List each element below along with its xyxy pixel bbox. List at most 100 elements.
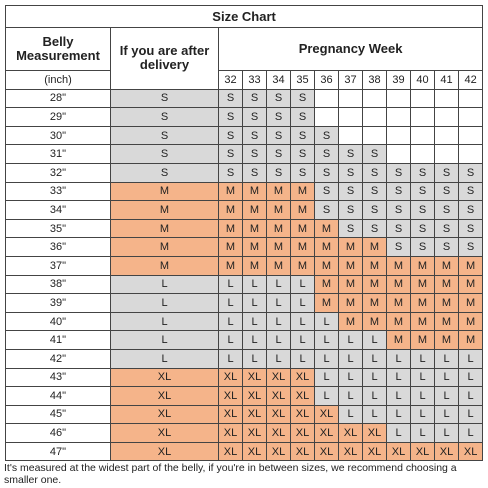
- size-row: 40" L L L L L L M M M M M M: [5, 311, 484, 332]
- week-size: XL: [242, 423, 267, 443]
- col-weeks: Pregnancy Week: [217, 27, 484, 71]
- week-size: S: [314, 181, 339, 202]
- week-size: XL: [218, 441, 243, 462]
- week-size: XL: [242, 404, 267, 425]
- unit: (inch): [5, 70, 111, 90]
- week-size: M: [338, 293, 363, 313]
- col-after: If you are after delivery: [110, 27, 219, 90]
- empty-cell: [410, 107, 435, 127]
- week-size: S: [434, 162, 459, 183]
- week-size: M: [362, 274, 387, 295]
- week-size: XL: [290, 386, 315, 406]
- week-size: L: [386, 423, 411, 443]
- week-size: XL: [242, 386, 267, 406]
- week-size: S: [338, 144, 363, 164]
- week-size: M: [434, 311, 459, 332]
- week-size: M: [386, 255, 411, 276]
- week-size: M: [410, 311, 435, 332]
- empty-cell: [338, 107, 363, 127]
- week-size: S: [290, 88, 315, 109]
- size-row: 32" S S S S S S S S S S S S: [5, 162, 484, 183]
- week-size: S: [434, 237, 459, 257]
- week-header: 33: [242, 70, 267, 90]
- week-size: S: [434, 181, 459, 202]
- empty-cell: [386, 144, 411, 164]
- week-size: L: [434, 423, 459, 443]
- week-size: L: [410, 367, 435, 388]
- week-size: L: [266, 348, 291, 369]
- week-size: S: [314, 125, 339, 146]
- week-size: L: [362, 348, 387, 369]
- week-size: S: [314, 200, 339, 220]
- empty-cell: [314, 88, 339, 109]
- week-size: S: [218, 107, 243, 127]
- week-size: M: [314, 293, 339, 313]
- week-size: M: [410, 293, 435, 313]
- week-size: S: [290, 162, 315, 183]
- week-size: XL: [242, 441, 267, 462]
- empty-cell: [410, 125, 435, 146]
- week-size: L: [290, 293, 315, 313]
- week-size: L: [242, 311, 267, 332]
- after-delivery-size: XL: [110, 441, 219, 462]
- belly-measurement: 33": [5, 181, 111, 202]
- week-size: M: [290, 255, 315, 276]
- week-size: XL: [457, 441, 484, 462]
- week-size: M: [457, 330, 484, 350]
- week-size: M: [386, 293, 411, 313]
- after-delivery-size: L: [110, 311, 219, 332]
- week-size: S: [410, 162, 435, 183]
- week-size: M: [242, 218, 267, 239]
- week-size: L: [457, 404, 484, 425]
- week-size: L: [242, 330, 267, 350]
- week-size: S: [242, 125, 267, 146]
- size-row: 35" M M M M M M S S S S S S: [5, 218, 484, 239]
- week-size: M: [362, 311, 387, 332]
- week-size: S: [362, 200, 387, 220]
- size-row: 29" S S S S S: [5, 107, 484, 127]
- week-size: L: [338, 404, 363, 425]
- week-size: L: [242, 348, 267, 369]
- week-header: 36: [314, 70, 339, 90]
- week-size: M: [314, 218, 339, 239]
- week-size: M: [362, 293, 387, 313]
- size-row: 34" M M M M M S S S S S S S: [5, 200, 484, 220]
- week-header: 34: [266, 70, 291, 90]
- empty-cell: [386, 88, 411, 109]
- size-row: 42" L L L L L L L L L L L L: [5, 348, 484, 369]
- empty-cell: [338, 125, 363, 146]
- belly-measurement: 38": [5, 274, 111, 295]
- size-row: 37" M M M M M M M M M M M M: [5, 255, 484, 276]
- week-size: S: [362, 218, 387, 239]
- belly-measurement: 42": [5, 348, 111, 369]
- week-size: S: [457, 237, 484, 257]
- week-size: L: [290, 330, 315, 350]
- week-size: XL: [218, 404, 243, 425]
- week-size: S: [434, 200, 459, 220]
- week-size: S: [362, 181, 387, 202]
- week-size: S: [242, 107, 267, 127]
- week-size: S: [290, 125, 315, 146]
- belly-measurement: 29": [5, 107, 111, 127]
- footer-note: It's measured at the widest part of the …: [4, 462, 457, 486]
- empty-cell: [434, 107, 459, 127]
- week-size: L: [242, 293, 267, 313]
- belly-measurement: 40": [5, 311, 111, 332]
- week-size: S: [386, 237, 411, 257]
- week-size: M: [410, 330, 435, 350]
- after-delivery-size: S: [110, 107, 219, 127]
- empty-cell: [457, 144, 484, 164]
- week-size: S: [290, 107, 315, 127]
- week-size: S: [410, 218, 435, 239]
- week-size: L: [290, 348, 315, 369]
- week-size: S: [266, 88, 291, 109]
- week-size: M: [218, 181, 243, 202]
- after-delivery-size: XL: [110, 423, 219, 443]
- size-row: 36" M M M M M M M M S S S S: [5, 237, 484, 257]
- empty-cell: [434, 144, 459, 164]
- week-size: XL: [314, 423, 339, 443]
- after-delivery-size: S: [110, 144, 219, 164]
- week-size: M: [338, 255, 363, 276]
- size-row: 38" L L L L L M M M M M M M: [5, 274, 484, 295]
